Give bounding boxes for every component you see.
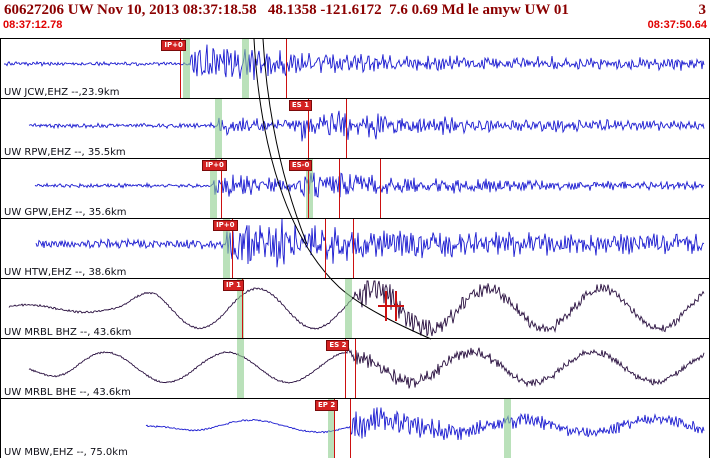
pick-line[interactable] <box>180 39 182 98</box>
station-channel-label: UW GPW,EHZ --, 35.6km <box>4 207 129 218</box>
trace-row-5[interactable]: IP 1 UW MRBL BHZ --, 43.6km <box>1 279 709 339</box>
time-window-row: 08:37:12.78 08:37:50.64 <box>0 19 710 31</box>
pick-label-flag[interactable]: IP+0 <box>161 40 186 51</box>
pick-highlight-bar[interactable] <box>344 279 352 338</box>
pick-highlight-bar[interactable] <box>223 219 231 278</box>
pick-line[interactable] <box>334 399 336 458</box>
pick-highlight-bar[interactable] <box>215 99 223 158</box>
pick-line[interactable] <box>232 219 234 278</box>
phase-marker-line[interactable] <box>285 39 287 98</box>
pick-label-flag[interactable]: IP+0 <box>213 220 238 231</box>
trace-row-4[interactable]: IP+0 UW HTW,EHZ --, 38.6km <box>1 219 709 279</box>
pick-line[interactable] <box>345 339 347 398</box>
trace-row-6[interactable]: ES 2 UW MRBL BHE --, 43.6km <box>1 339 709 399</box>
station-channel-label: UW MRBL BHE --, 43.6km <box>4 387 133 398</box>
waveform-trace <box>28 343 705 389</box>
window-end-time: 08:37:50.64 <box>647 19 707 31</box>
waveform-trace <box>145 407 705 440</box>
waveform-plot-area[interactable]: IP+0 UW JCW,EHZ --,23.9km ES 1 UW RPW,EHZ -… <box>0 38 710 458</box>
pick-highlight-bar[interactable] <box>237 339 245 398</box>
phase-marker-line[interactable] <box>379 159 381 218</box>
pick-line[interactable] <box>221 159 223 218</box>
pick-highlight-bar[interactable] <box>237 279 245 338</box>
uncertainty-cross-horizontal <box>388 305 405 307</box>
trace-row-3[interactable]: IP+0 ES-0 UW GPW,EHZ --, 35.6km <box>1 159 709 219</box>
station-channel-label: UW JCW,EHZ --,23.9km <box>4 87 122 98</box>
station-channel-label: UW HTW,EHZ --, 38.6km <box>4 267 129 278</box>
pick-line[interactable] <box>241 279 243 338</box>
pick-label-flag[interactable]: IP+0 <box>202 160 227 171</box>
phase-marker-line[interactable] <box>325 219 327 278</box>
trace-row-2[interactable]: ES 1 UW RPW,EHZ --, 35.5km <box>1 99 709 159</box>
pick-highlight-bar[interactable] <box>504 399 512 458</box>
pick-label-flag[interactable]: EP 2 <box>315 400 339 411</box>
pick-highlight-bar[interactable] <box>327 399 335 458</box>
station-channel-label: UW MBW,EHZ --, 75.0km <box>4 447 130 458</box>
event-summary-text: 60627206 UW Nov 10, 2013 08:37:18.58 48.… <box>4 2 569 18</box>
station-channel-label: UW RPW,EHZ --, 35.5km <box>4 147 128 158</box>
pick-highlight-bar[interactable] <box>183 39 191 98</box>
trace-row-1[interactable]: IP+0 UW JCW,EHZ --,23.9km <box>1 39 709 99</box>
phase-marker-line[interactable] <box>352 219 354 278</box>
pick-label-flag[interactable]: ES-0 <box>288 160 313 171</box>
phase-marker-line[interactable] <box>350 399 352 458</box>
pick-label-flag[interactable]: ES 2 <box>326 340 350 351</box>
pick-label-flag[interactable]: IP 1 <box>222 280 245 291</box>
event-flag-text: 3 <box>698 2 707 18</box>
phase-marker-line[interactable] <box>355 339 356 398</box>
phase-marker-line[interactable] <box>345 99 347 158</box>
window-start-time: 08:37:12.78 <box>3 19 63 31</box>
pick-label-flag[interactable]: ES 1 <box>288 100 312 111</box>
phase-marker-line[interactable] <box>338 159 340 218</box>
station-channel-label: UW MRBL BHZ --, 43.6km <box>4 327 134 338</box>
trace-row-7[interactable]: EP 2 UW MBW,EHZ --, 75.0km <box>1 399 709 458</box>
pick-highlight-bar[interactable] <box>210 159 218 218</box>
event-header: 60627206 UW Nov 10, 2013 08:37:18.58 48.… <box>0 0 710 38</box>
event-title-row: 60627206 UW Nov 10, 2013 08:37:18.58 48.… <box>0 0 710 19</box>
pick-highlight-bar[interactable] <box>242 39 250 98</box>
